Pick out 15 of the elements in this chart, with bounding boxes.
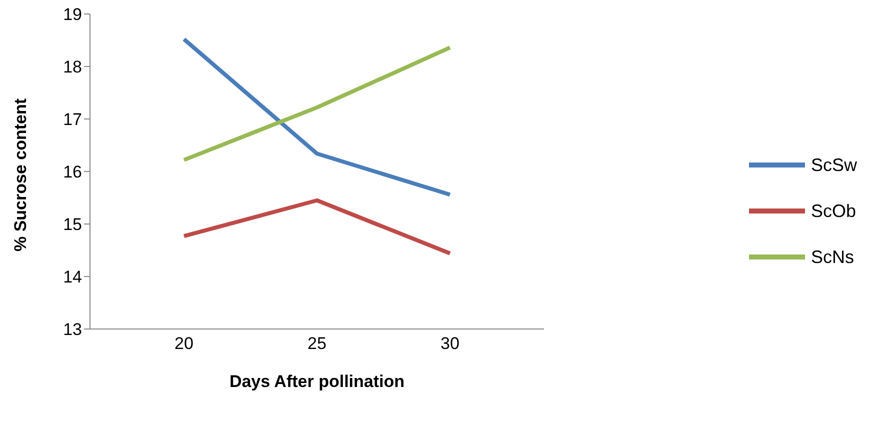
x-tick-label: 20 (174, 334, 194, 354)
y-tick-label: 15 (63, 215, 82, 234)
x-tick-label: 25 (308, 334, 326, 354)
y-tick-label: 19 (63, 5, 82, 24)
y-tick-label: 14 (63, 268, 82, 287)
legend-label: ScOb (810, 200, 856, 222)
legend-label: ScSw (810, 154, 857, 176)
y-axis-title: % Sucrose content (11, 98, 30, 252)
x-tick-label: 30 (440, 334, 460, 354)
y-tick-label: 16 (63, 162, 82, 182)
y-tick-label: 13 (63, 320, 82, 340)
legend-label: ScNs (810, 246, 854, 268)
y-tick-label: 18 (63, 58, 82, 77)
y-tick-label: 17 (63, 110, 82, 130)
x-axis-title: Days After pollination (229, 372, 405, 391)
